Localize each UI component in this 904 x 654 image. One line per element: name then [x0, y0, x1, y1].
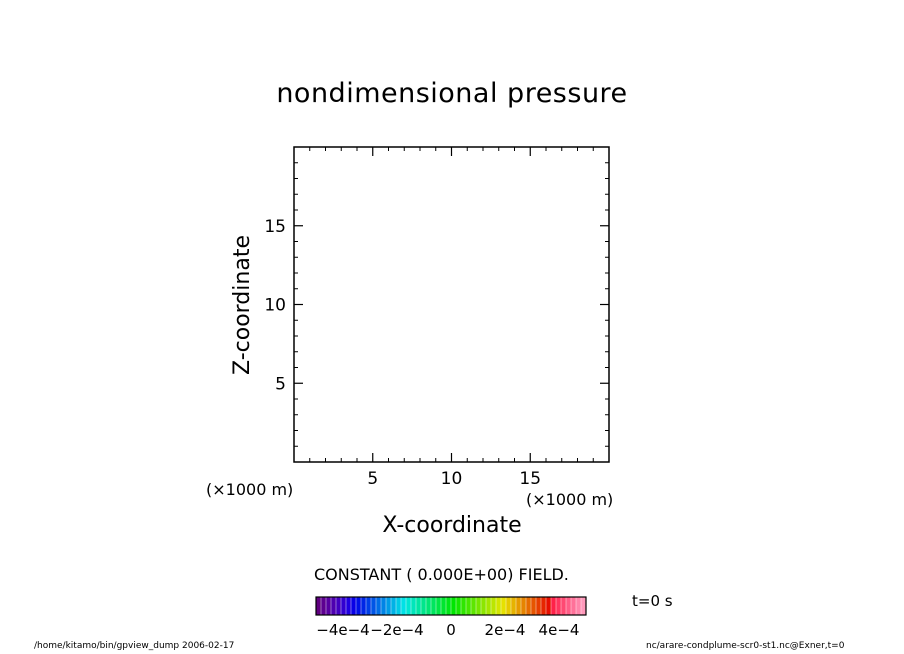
colorbar-strip — [561, 597, 567, 615]
colorbar-strip — [551, 597, 557, 615]
colorbar-strip — [441, 597, 447, 615]
colorbar-strip — [521, 597, 527, 615]
colorbar-strip — [481, 597, 487, 615]
colorbar-strip — [466, 597, 472, 615]
colorbar-strip — [351, 597, 357, 615]
colorbar-strip — [436, 597, 442, 615]
colorbar-strip — [546, 597, 552, 615]
x-unit-label: (×1000 m) — [206, 480, 294, 499]
colorbar-strip — [506, 597, 512, 615]
colorbar — [315, 596, 587, 616]
colorbar-strip — [316, 597, 322, 615]
x-tick-label: 5 — [367, 469, 378, 489]
minor-ticks — [294, 147, 609, 462]
y-unit-label: (×1000 m) — [526, 490, 614, 509]
colorbar-strip — [366, 597, 372, 615]
x-axis-label: X-coordinate — [382, 513, 522, 538]
colorbar-strip — [326, 597, 332, 615]
time-label: t=0 s — [632, 592, 673, 610]
colorbar-strip — [501, 597, 507, 615]
colorbar-tick-label: −4e−4 — [316, 621, 369, 639]
axes-box — [293, 146, 610, 463]
colorbar-strip — [531, 597, 537, 615]
axes-frame — [293, 146, 610, 463]
x-tick-label: 15 — [519, 469, 541, 489]
colorbar-tick-label: 0 — [446, 621, 456, 639]
colorbar-strip — [321, 597, 327, 615]
colorbar-tick-label: −2e−4 — [370, 621, 423, 639]
colorbar-tick-label: 2e−4 — [485, 621, 526, 639]
colorbar-labels: −4e−4 −2e−4 0 2e−4 4e−4 — [316, 621, 579, 639]
colorbar-strip — [431, 597, 437, 615]
colorbar-strip — [541, 597, 547, 615]
colorbar-strip — [401, 597, 407, 615]
colorbar-strip — [391, 597, 397, 615]
colorbar-strip — [416, 597, 422, 615]
colorbar-strip — [331, 597, 337, 615]
colorbar-strip — [406, 597, 412, 615]
colorbar-strip — [386, 597, 392, 615]
colorbar-strip — [476, 597, 482, 615]
colorbar-strip — [381, 597, 387, 615]
colorbar-strip — [471, 597, 477, 615]
constant-field-message: CONSTANT ( 0.000E+00) FIELD. — [314, 565, 569, 584]
y-tick-label: 5 — [275, 374, 286, 394]
colorbar-strip — [491, 597, 497, 615]
colorbar-strip — [361, 597, 367, 615]
y-tick-label: 15 — [264, 217, 286, 237]
colorbar-strip — [376, 597, 382, 615]
colorbar-strip — [556, 597, 562, 615]
colorbar-strip — [581, 597, 587, 615]
colorbar-strip — [461, 597, 467, 615]
colorbar-strip — [526, 597, 532, 615]
footer-right: nc/arare-condplume-scr0-st1.nc@Exner,t=0 — [646, 641, 845, 651]
colorbar-strip — [451, 597, 457, 615]
colorbar-strip — [446, 597, 452, 615]
colorbar-strip — [346, 597, 352, 615]
colorbar-strip — [511, 597, 517, 615]
colorbar-strip — [496, 597, 502, 615]
chart-title: nondimensional pressure — [276, 78, 628, 109]
colorbar-strip — [426, 597, 432, 615]
colorbar-strip — [336, 597, 342, 615]
colorbar-strip — [371, 597, 377, 615]
y-axis-label: Z-coordinate — [230, 235, 255, 375]
colorbar-strip — [576, 597, 582, 615]
colorbar-tick-label: 4e−4 — [539, 621, 580, 639]
colorbar-strip — [396, 597, 402, 615]
colorbar-strip — [516, 597, 522, 615]
footer-left: /home/kitamo/bin/gpview_dump 2006-02-17 — [34, 641, 235, 651]
colorbar-strip — [566, 597, 572, 615]
colorbar-strip — [486, 597, 492, 615]
colorbar-strip — [571, 597, 577, 615]
colorbar-border — [315, 596, 587, 616]
tick-labels: 5 10 15 5 10 15 — [264, 217, 541, 489]
x-tick-label: 10 — [441, 469, 463, 489]
colorbar-strip — [536, 597, 542, 615]
colorbar-strip — [411, 597, 417, 615]
colorbar-strip — [356, 597, 362, 615]
colorbar-strip — [341, 597, 347, 615]
major-ticks — [294, 147, 609, 462]
y-tick-label: 10 — [264, 296, 286, 316]
colorbar-strip — [421, 597, 427, 615]
colorbar-strip — [456, 597, 462, 615]
